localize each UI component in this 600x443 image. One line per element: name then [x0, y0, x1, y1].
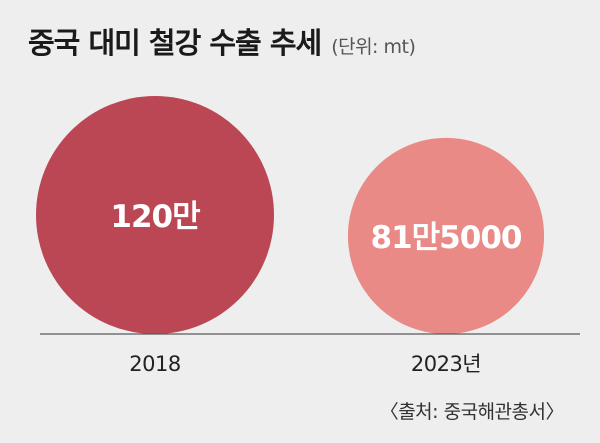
bubble-2023년	[347, 137, 545, 334]
bubble-2018	[36, 96, 274, 334]
chart-title-row: 중국 대미 철강 수출 추세 (단위: mt)	[28, 20, 416, 62]
category-label-2023년: 2023년	[411, 352, 481, 376]
chart-title: 중국 대미 철강 수출 추세	[28, 26, 322, 60]
unit-label: (단위: mt)	[331, 36, 416, 58]
source-note: 〈출처: 중국해관총서〉	[379, 401, 565, 423]
data-label-2018: 120만	[110, 199, 200, 235]
category-label-2018: 2018	[129, 352, 180, 376]
data-label-2023년: 81만5000	[371, 220, 522, 256]
